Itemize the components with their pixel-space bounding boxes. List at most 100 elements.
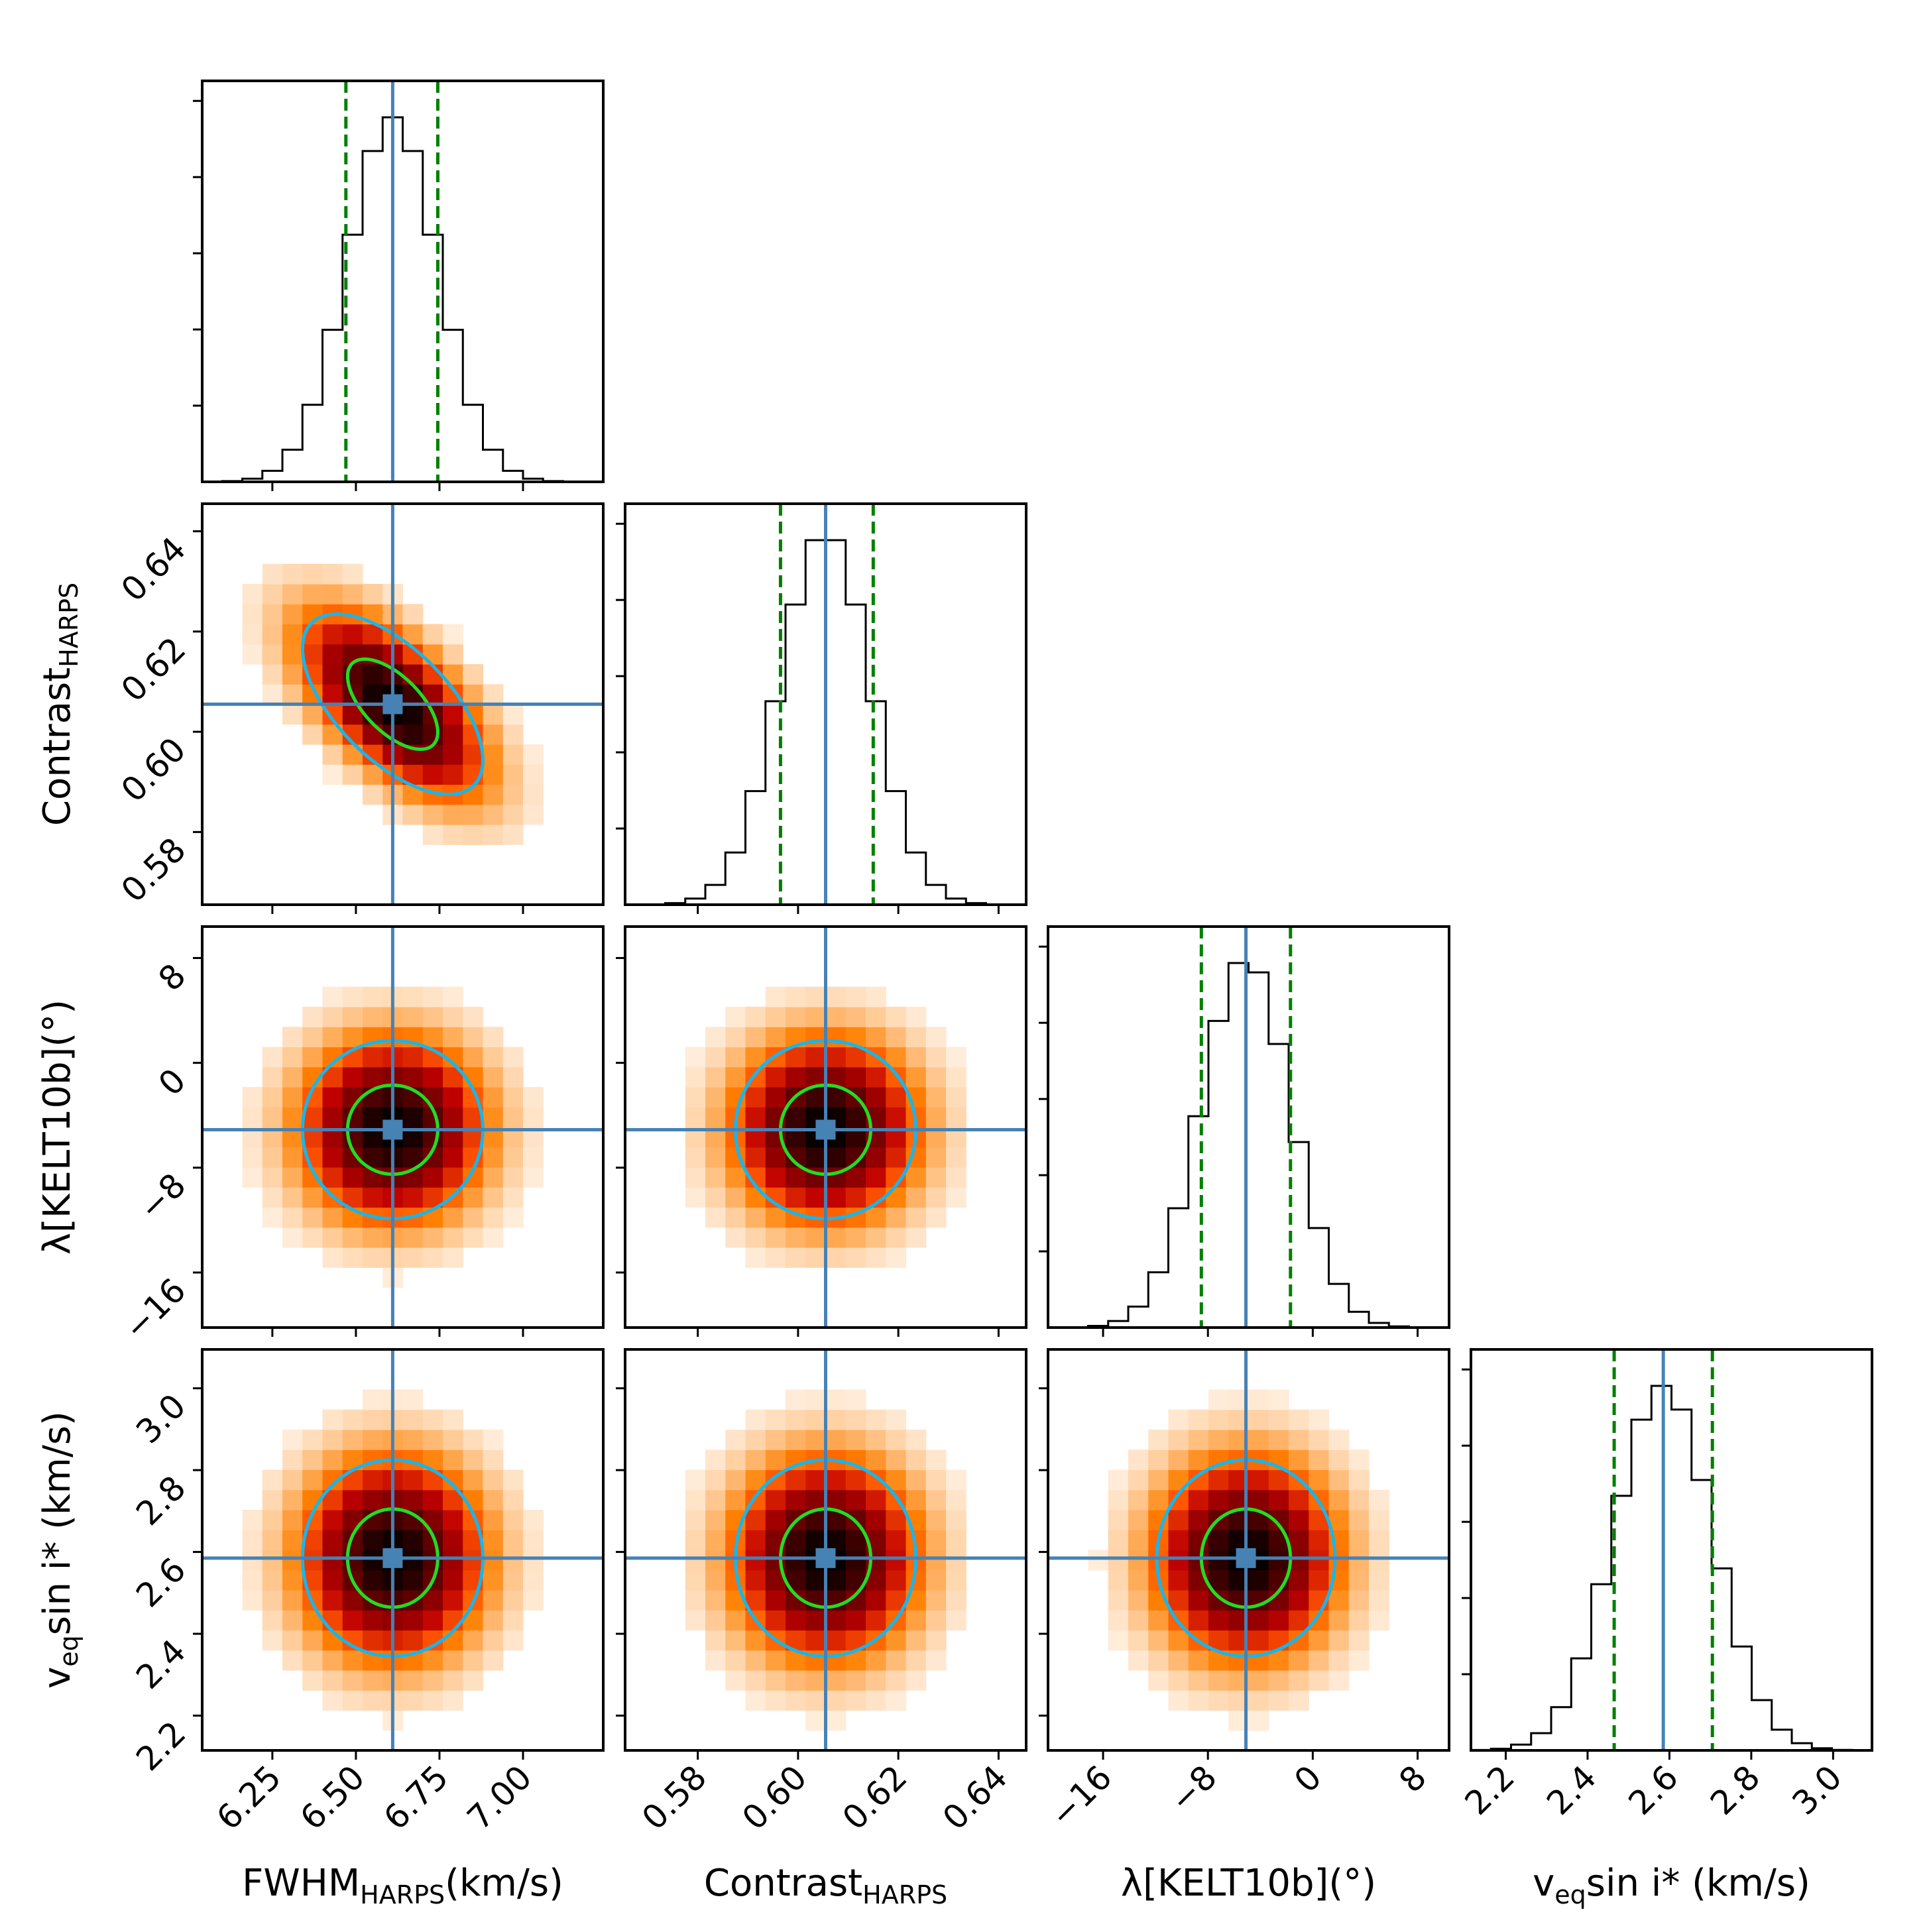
density-cell xyxy=(282,1650,303,1671)
density-cell xyxy=(342,1510,363,1530)
density-cell xyxy=(765,1610,786,1631)
density-cell xyxy=(402,1007,424,1027)
density-cell xyxy=(402,664,424,685)
hist-frame-lambda xyxy=(1047,925,1450,1329)
density-cell xyxy=(363,584,383,604)
density-cell xyxy=(765,1027,786,1048)
density-cell xyxy=(282,1449,303,1471)
density-cell xyxy=(483,1590,504,1611)
density-cell xyxy=(483,1449,504,1471)
density-cell xyxy=(363,1430,383,1450)
y-tick-label-contrast-3: 0.64 xyxy=(114,530,194,609)
density-cell xyxy=(1268,1430,1289,1450)
density-cell xyxy=(523,1550,544,1571)
density-cell xyxy=(502,1207,524,1228)
density-cell xyxy=(342,664,363,685)
density-cell xyxy=(1168,1510,1189,1530)
density-cell xyxy=(1148,1670,1169,1691)
density-cell xyxy=(805,1569,827,1591)
density-cell xyxy=(1188,1409,1209,1430)
density-cell xyxy=(483,1027,504,1048)
axis-label-main: Contrast xyxy=(36,667,79,826)
density-cell xyxy=(1309,1670,1330,1691)
density-cell xyxy=(705,1630,726,1651)
density-cell xyxy=(925,1550,947,1571)
density-cell xyxy=(925,1530,947,1551)
density-cell xyxy=(363,1107,383,1128)
density-cell xyxy=(765,1590,786,1611)
density-cell xyxy=(805,1047,827,1068)
density-cell xyxy=(786,1167,806,1188)
density-cell xyxy=(422,1227,443,1248)
density-cell xyxy=(342,1227,363,1248)
density-cell xyxy=(1208,1430,1229,1450)
density-cell xyxy=(262,1590,283,1611)
density-cell xyxy=(1188,1670,1209,1691)
x-tick-label-contrast-3: 0.64 xyxy=(935,1758,1015,1837)
density-cell xyxy=(866,1590,886,1611)
density-cell xyxy=(282,1489,303,1510)
density-cell xyxy=(1168,1449,1189,1471)
density-cell xyxy=(805,1710,827,1731)
density-cell xyxy=(946,1147,966,1168)
density-cell xyxy=(1328,1610,1350,1631)
density-cell xyxy=(322,684,343,705)
density-cell xyxy=(705,1510,726,1530)
density-cell xyxy=(242,1147,263,1168)
contour-2sigma xyxy=(733,1039,918,1221)
density-cell xyxy=(402,604,424,625)
density-cell xyxy=(282,1087,303,1108)
density-cell xyxy=(302,1007,323,1027)
density-cell xyxy=(1328,1469,1350,1491)
density-cell xyxy=(1289,1670,1309,1691)
density-cell xyxy=(725,1670,746,1691)
density-cell xyxy=(523,744,544,765)
density-cell xyxy=(745,1147,766,1168)
density-cell xyxy=(745,1510,766,1530)
density-cell xyxy=(685,1530,706,1551)
density-cell xyxy=(262,644,283,665)
density-cell xyxy=(282,604,303,625)
density-cell xyxy=(483,684,504,705)
density-cell xyxy=(282,1167,303,1188)
x-axis-label-lambda: λ[KELT10b](°) xyxy=(1121,1862,1376,1905)
density-cell xyxy=(443,1147,463,1168)
x-tick-label-lambda-1: −8 xyxy=(1163,1758,1224,1819)
y-tick-label-vsini-4: 3.0 xyxy=(129,1387,193,1451)
density-cell xyxy=(402,1409,424,1430)
density-cell xyxy=(1148,1449,1169,1471)
density-cell xyxy=(906,1610,927,1631)
density-cell xyxy=(523,784,544,805)
density-cell xyxy=(1348,1449,1370,1471)
density-cell xyxy=(786,1430,806,1450)
density-cell xyxy=(1168,1630,1189,1651)
density-cell xyxy=(262,1510,283,1530)
density-cell xyxy=(402,1430,424,1450)
density-cell xyxy=(866,1430,886,1450)
density-cell xyxy=(925,1027,947,1048)
density-cell xyxy=(363,684,383,705)
density-cell xyxy=(422,1650,443,1671)
density-cell xyxy=(1348,1550,1370,1571)
density-cell xyxy=(705,1610,726,1631)
axis-label-main: λ[KELT10b](°) xyxy=(1121,1862,1376,1905)
density-cell xyxy=(1328,1550,1350,1571)
density-cell xyxy=(463,1187,484,1208)
density-cell xyxy=(685,1610,706,1631)
density-cell xyxy=(685,1569,706,1591)
truth-marker xyxy=(382,1119,403,1140)
density-cell xyxy=(1309,1569,1330,1591)
contour-1sigma xyxy=(345,1083,439,1176)
density-cell xyxy=(483,1087,504,1108)
density-cell xyxy=(886,1027,907,1048)
density-panel-contrast-vsini xyxy=(624,1348,1027,1752)
density-cell xyxy=(1289,1610,1309,1631)
density-cell xyxy=(282,1510,303,1530)
density-cell xyxy=(886,1247,907,1268)
x-axis-label-fwhm: FWHMHARPS(km/s) xyxy=(242,1862,563,1909)
density-cell xyxy=(363,1690,383,1711)
density-cell xyxy=(302,563,323,585)
density-cell xyxy=(725,1630,746,1651)
density-cell xyxy=(1248,1670,1269,1691)
density-cell xyxy=(342,563,363,585)
